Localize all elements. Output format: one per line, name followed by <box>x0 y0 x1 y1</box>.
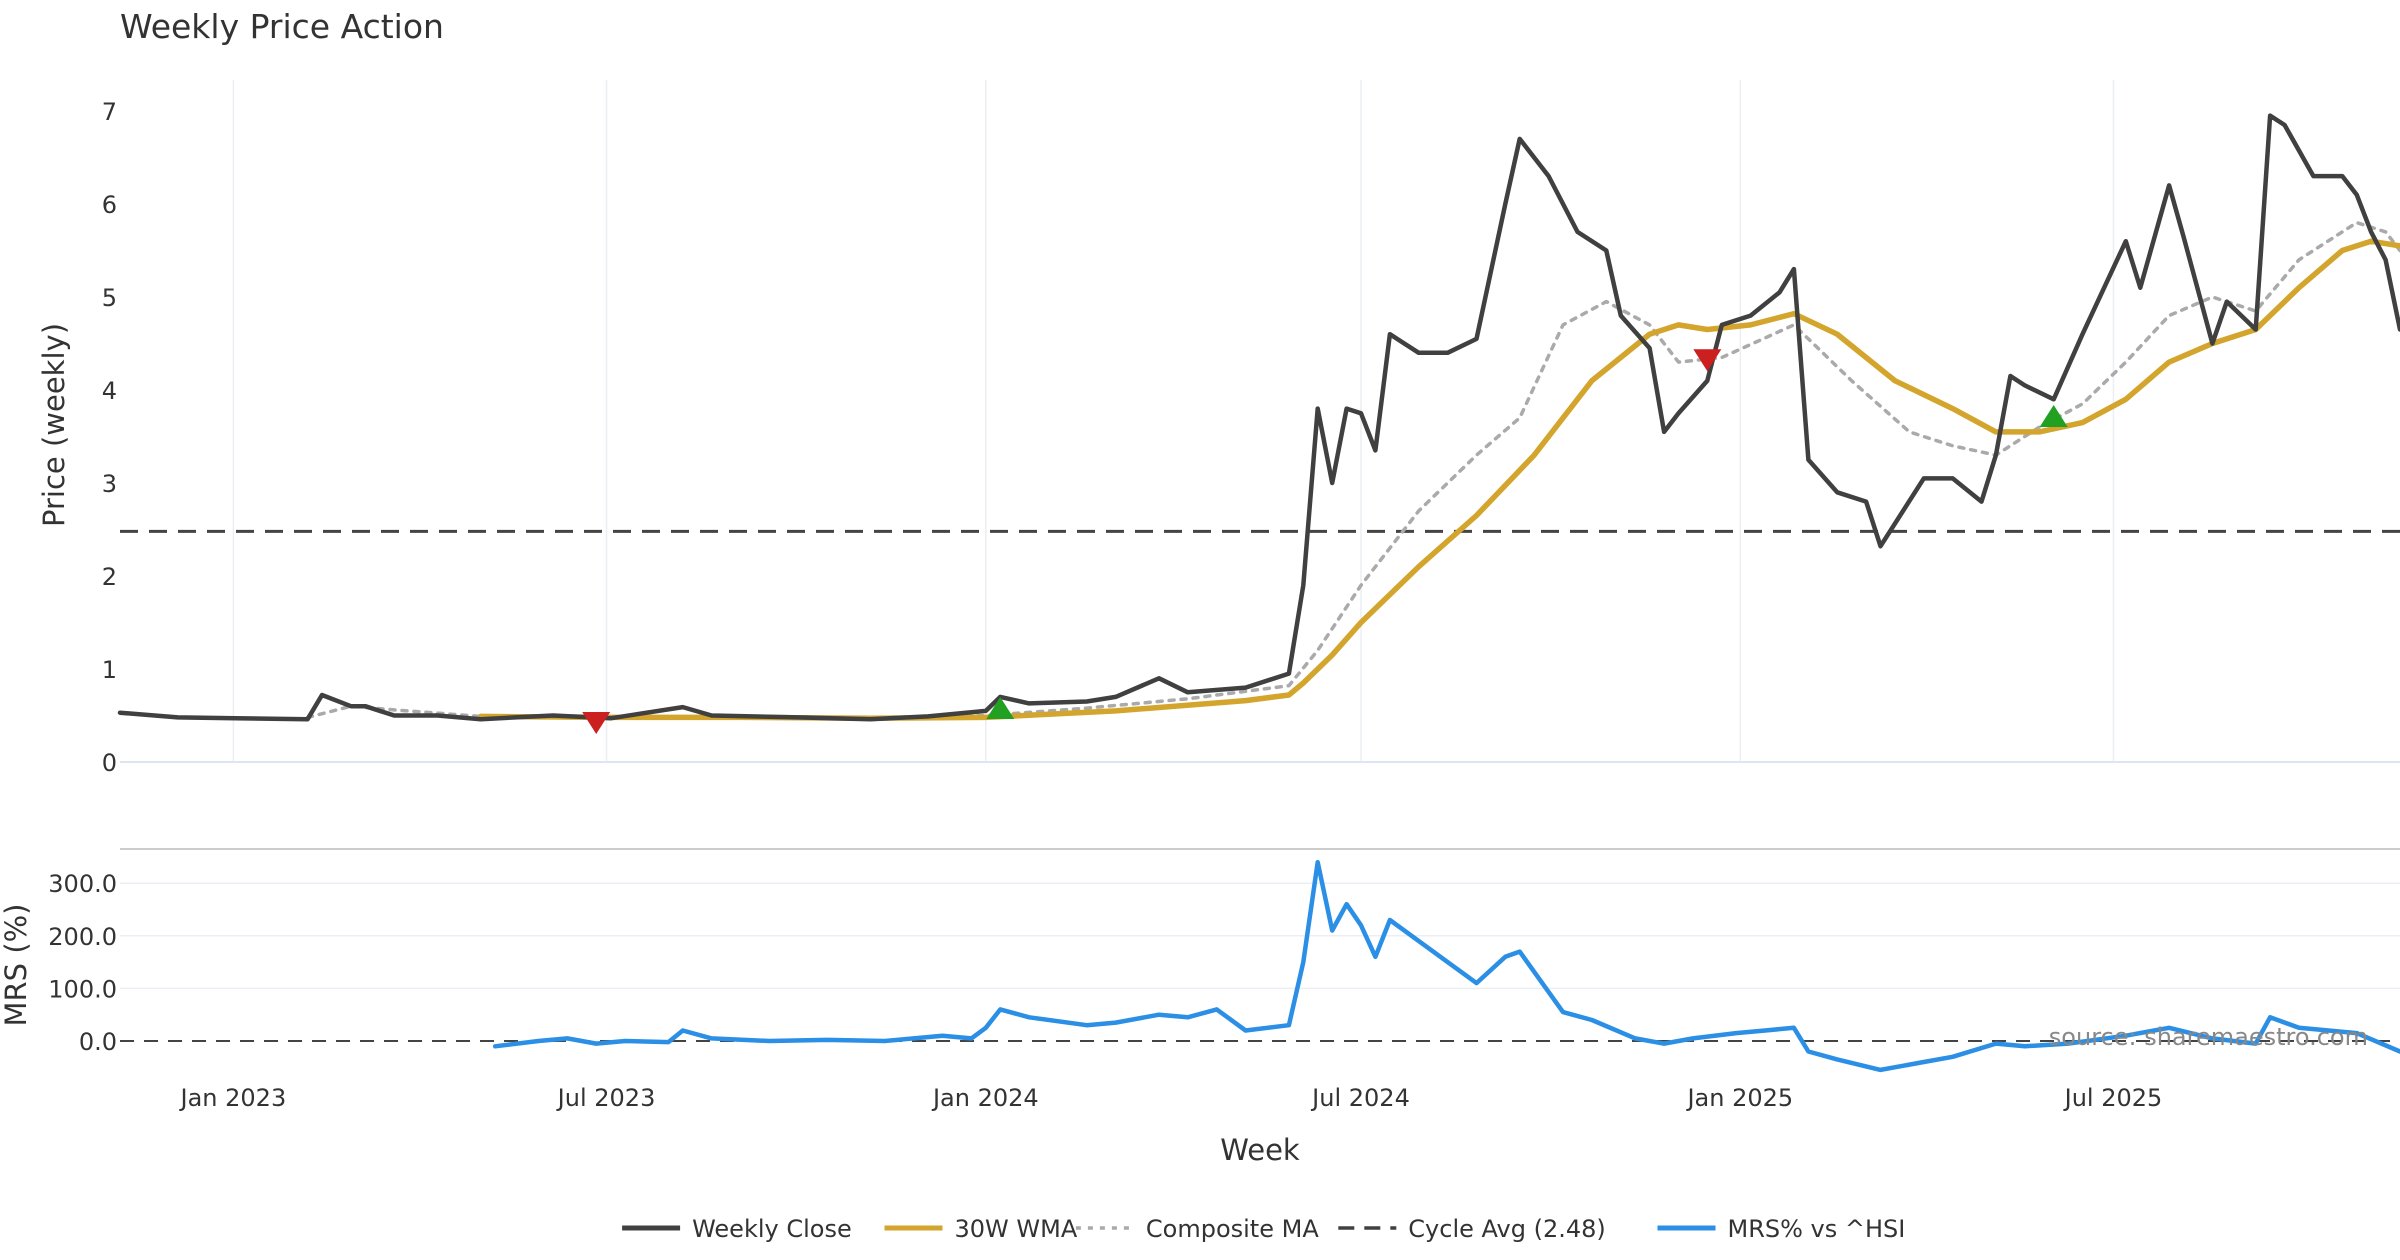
x-tick-label: Jul 2024 <box>1310 1084 1410 1112</box>
sell-signal-marker <box>582 711 611 734</box>
mrs-panel: 0.0 100.0 200.0 300.0 MRS (%) source: share… <box>0 859 2400 1073</box>
price-y-tick-label: 0 <box>102 749 117 777</box>
x-tick-label: Jul 2023 <box>556 1084 656 1112</box>
x-tick-label: Jan 2023 <box>179 1084 287 1112</box>
price-y-ticks: 0 1 2 3 4 5 6 7 <box>102 98 117 777</box>
price-y-tick-label: 6 <box>102 191 117 219</box>
x-tick-label: Jul 2025 <box>2063 1084 2163 1112</box>
mrs-y-tick-label: 200.0 <box>48 923 117 951</box>
mrs-y-tick-label: 0.0 <box>79 1028 117 1056</box>
buy-signal-marker <box>2039 405 2068 428</box>
mrs-y-gridlines <box>120 882 2400 990</box>
legend-label: Composite MA <box>1146 1215 1319 1243</box>
price-y-tick-label: 4 <box>102 377 117 405</box>
source-watermark: source: sharemaestro.com <box>2049 1023 2368 1051</box>
series-30w-wma <box>478 238 2400 722</box>
chart-title: Weekly Price Action <box>120 7 444 46</box>
series-weekly-close <box>117 113 2400 722</box>
legend-label: 30W WMA <box>955 1215 1078 1243</box>
price-panel: 0 1 2 3 4 5 6 7 Price (weekly) <box>37 80 2400 777</box>
mrs-y-tick-label: 100.0 <box>48 975 117 1003</box>
legend-label: Weekly Close <box>692 1215 852 1243</box>
mrs-y-axis-label: MRS (%) <box>0 904 33 1027</box>
price-y-tick-label: 7 <box>102 98 117 126</box>
series-composite-ma <box>305 220 2400 721</box>
price-y-axis-label: Price (weekly) <box>37 323 71 527</box>
price-y-tick-label: 2 <box>102 563 117 591</box>
price-y-tick-label: 5 <box>102 284 117 312</box>
mrs-series <box>492 859 2400 1073</box>
buy-signal-marker <box>986 697 1015 720</box>
x-tick-label: Jan 2024 <box>931 1084 1039 1112</box>
price-y-tick-label: 1 <box>102 656 117 684</box>
legend: Weekly Close 30W WMA Composite MA Cycle Avg… <box>622 1215 1905 1243</box>
mrs-y-tick-label: 300.0 <box>48 870 117 898</box>
x-tick-labels: Jan 2023 Jul 2023 Jan 2024 Jul 2024 Jan 2025… <box>179 1084 2163 1112</box>
price-y-tick-label: 3 <box>102 470 117 498</box>
x-tick-label: Jan 2025 <box>1685 1084 1793 1112</box>
sell-signal-marker <box>1693 349 1722 372</box>
x-axis-label: Week <box>1220 1133 1300 1167</box>
series-mrs <box>492 859 2400 1073</box>
legend-label: MRS% vs ^HSI <box>1728 1215 1906 1243</box>
mrs-y-ticks: 0.0 100.0 200.0 300.0 <box>48 870 117 1056</box>
legend-label: Cycle Avg (2.48) <box>1408 1215 1605 1243</box>
trade-markers <box>582 349 2068 734</box>
price-series <box>117 113 2400 722</box>
price-x-gridlines <box>232 80 2115 762</box>
